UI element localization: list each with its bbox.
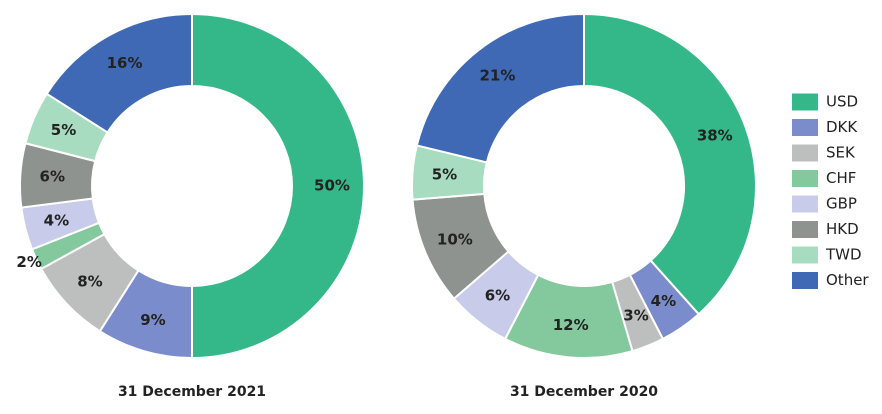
- legend-label: CHF: [826, 169, 856, 187]
- data-label: 4%: [651, 292, 676, 310]
- legend-swatch: [792, 144, 818, 162]
- donut-slice: [191, 12, 365, 360]
- data-label: 6%: [40, 168, 65, 186]
- chart-title: 31 December 2021: [118, 384, 266, 400]
- data-label: 38%: [697, 127, 733, 145]
- data-label: 6%: [485, 287, 510, 305]
- legend-label: Other: [826, 271, 869, 289]
- donut-slice: [45, 12, 193, 134]
- legend-swatch: [792, 93, 818, 111]
- data-label: 50%: [314, 177, 350, 195]
- data-label: 2%: [16, 253, 41, 271]
- legend-swatch: [792, 170, 818, 187]
- legend-swatch: [792, 119, 818, 136]
- legend-swatch: [792, 246, 818, 264]
- legend-swatch: [792, 272, 818, 289]
- legend-label: DKK: [826, 118, 858, 136]
- donut-slice: [415, 12, 585, 164]
- data-label: 3%: [623, 306, 648, 324]
- data-label: 9%: [140, 311, 165, 329]
- legend-label: SEK: [826, 144, 856, 162]
- data-label: 5%: [51, 121, 76, 139]
- data-label: 12%: [553, 316, 589, 334]
- data-label: 8%: [77, 272, 102, 290]
- legend-label: HKD: [826, 220, 859, 238]
- donut-slice: [583, 12, 757, 316]
- data-label: 5%: [432, 165, 457, 183]
- data-label: 21%: [480, 66, 516, 84]
- data-label: 10%: [437, 231, 473, 249]
- legend-swatch: [792, 221, 818, 238]
- legend-swatch: [792, 195, 818, 213]
- legend-label: TWD: [825, 246, 862, 264]
- chart-title: 31 December 2020: [510, 384, 658, 400]
- data-label: 16%: [107, 54, 143, 72]
- legend-label: GBP: [826, 195, 857, 213]
- legend-label: USD: [826, 93, 858, 111]
- data-label: 4%: [44, 211, 69, 229]
